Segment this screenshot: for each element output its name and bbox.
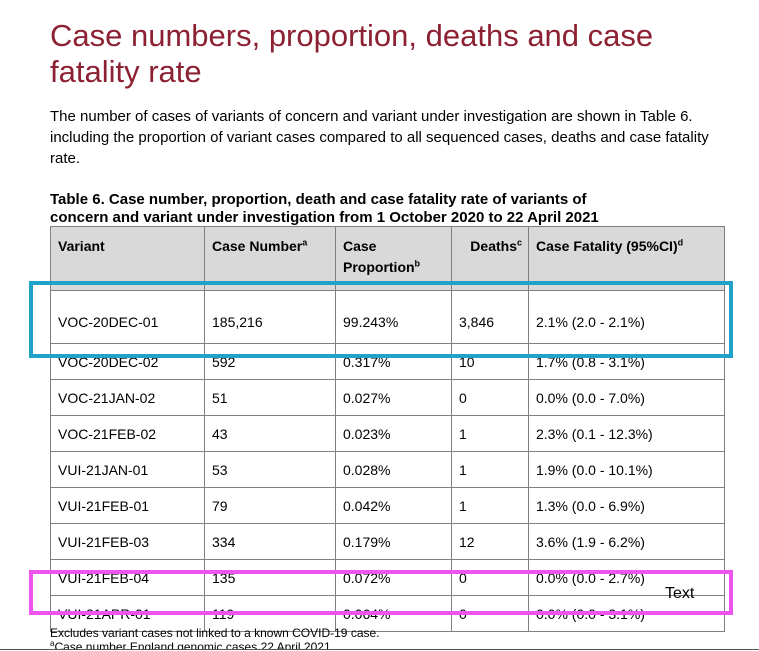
cell-variant: VOC-21FEB-02 — [50, 415, 205, 452]
cell-case-number: 53 — [204, 451, 336, 488]
caption-line-2: concern and variant under investigation … — [50, 209, 599, 226]
cell-case-number: 334 — [204, 523, 336, 560]
annotation-label: Text — [665, 585, 695, 602]
table-caption: Table 6. Case number, proportion, death … — [50, 191, 710, 227]
cell-case-number: 79 — [204, 487, 336, 524]
table-footnotes: Excludes variant cases not linked to a k… — [50, 626, 730, 650]
table-row: VOC-20DEC-01 185,216 99.243% 3,846 2.1% … — [50, 290, 725, 344]
cell-case-fatality: 2.1% (2.0 - 2.1%) — [528, 290, 725, 344]
cell-case-fatality: 0.0% (0.0 - 7.0%) — [528, 379, 725, 416]
cell-case-fatality: 2.3% (0.1 - 12.3%) — [528, 415, 725, 452]
cell-variant: VOC-21JAN-02 — [50, 379, 205, 416]
cell-case-proportion: 0.179% — [335, 523, 452, 560]
cell-case-proportion: 0.042% — [335, 487, 452, 524]
cell-case-number: 185,216 — [204, 290, 336, 344]
cell-case-number: 135 — [204, 559, 336, 596]
cell-case-proportion: 0.028% — [335, 451, 452, 488]
cell-deaths: 12 — [451, 523, 529, 560]
caption-line-1: Table 6. Case number, proportion, death … — [50, 191, 587, 208]
cell-variant: VUI-21JAN-01 — [50, 451, 205, 488]
cell-case-number: 43 — [204, 415, 336, 452]
cell-case-proportion: 0.023% — [335, 415, 452, 452]
highlight-box-blue — [29, 281, 733, 358]
table-header-row: Variant Case Numbera Case Proportionb De… — [50, 226, 725, 291]
variant-table: Variant Case Numbera Case Proportionb De… — [50, 226, 725, 632]
page-divider — [0, 649, 759, 650]
table-row: VOC-21FEB-02 43 0.023% 1 2.3% (0.1 - 12.… — [50, 415, 725, 452]
cell-deaths: 1 — [451, 487, 529, 524]
cell-variant: VUI-21FEB-01 — [50, 487, 205, 524]
cell-deaths: 10 — [451, 343, 529, 380]
header-deaths: Deathsc — [451, 226, 529, 291]
cell-deaths: 1 — [451, 415, 529, 452]
page-title: Case numbers, proportion, deaths and cas… — [50, 18, 654, 89]
header-variant: Variant — [50, 226, 205, 291]
cell-deaths: 0 — [451, 379, 529, 416]
cell-deaths: 3,846 — [451, 290, 529, 344]
cell-variant: VUI-21FEB-03 — [50, 523, 205, 560]
table-row: VUI-21FEB-01 79 0.042% 1 1.3% (0.0 - 6.9… — [50, 487, 725, 524]
cell-case-fatality: 1.3% (0.0 - 6.9%) — [528, 487, 725, 524]
footnote-line-2: aCase number England genomic cases 22 Ap… — [50, 640, 331, 650]
cell-case-proportion: 0.027% — [335, 379, 452, 416]
header-case-fatality: Case Fatality (95%CI)d — [528, 226, 725, 291]
cell-case-number: 51 — [204, 379, 336, 416]
table-row: VOC-21JAN-02 51 0.027% 0 0.0% (0.0 - 7.0… — [50, 379, 725, 416]
cell-case-proportion: 99.243% — [335, 290, 452, 344]
cell-deaths: 1 — [451, 451, 529, 488]
intro-paragraph: The number of cases of variants of conce… — [50, 108, 709, 167]
table-row: VUI-21JAN-01 53 0.028% 1 1.9% (0.0 - 10.… — [50, 451, 725, 488]
cell-variant: VOC-20DEC-01 — [50, 290, 205, 344]
cell-case-fatality: 1.9% (0.0 - 10.1%) — [528, 451, 725, 488]
table-row: VUI-21FEB-03 334 0.179% 12 3.6% (1.9 - 6… — [50, 523, 725, 560]
table-row: VUI-21FEB-04 135 0.072% 0 0.0% (0.0 - 2.… — [50, 559, 725, 596]
cell-deaths: 0 — [451, 559, 529, 596]
header-case-proportion: Case Proportionb — [335, 226, 452, 291]
footnote-line-1: Excludes variant cases not linked to a k… — [50, 626, 380, 640]
highlight-box-pink — [29, 570, 733, 615]
cell-case-fatality: 3.6% (1.9 - 6.2%) — [528, 523, 725, 560]
